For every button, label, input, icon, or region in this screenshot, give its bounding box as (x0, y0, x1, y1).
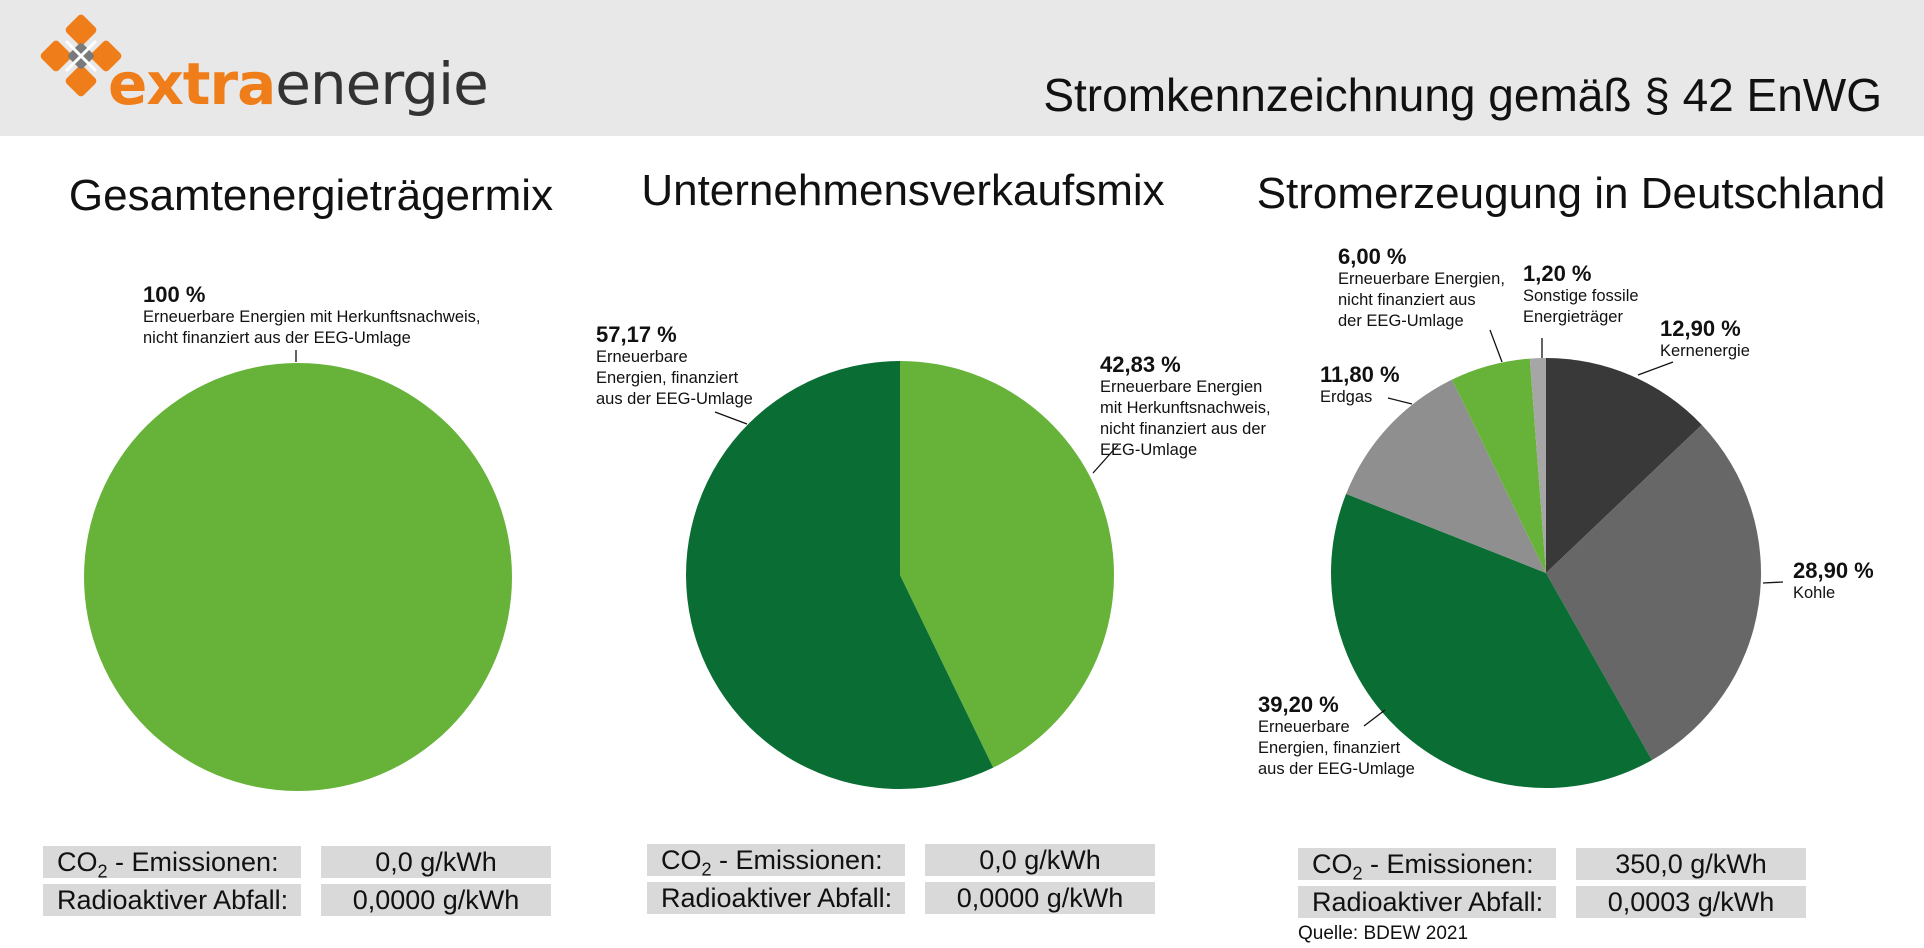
co2-label-text: CO (1312, 849, 1353, 879)
slice-value-label: 12,90 % (1660, 316, 1741, 341)
slice-category-label: Energien, finanziert (1258, 739, 1401, 757)
logo-diamonds (40, 14, 122, 97)
slice-category-label: nicht finanziert aus der EEG-Umlage (143, 329, 411, 347)
chart-title: Gesamtenergieträgermix (69, 171, 553, 220)
co2-row: CO2 - Emissionen: 0,0 g/kWh (43, 846, 551, 882)
slice-value-label: 28,90 % (1793, 558, 1874, 583)
slice-category-label: Kohle (1793, 584, 1835, 602)
co2-value: 0,0 g/kWh (925, 844, 1155, 876)
slice-value-label: 57,17 % (596, 322, 677, 347)
pie-chart-2: Stromerzeugung in Deutschland 12,90 %Kern… (1257, 169, 1886, 788)
waste-row: Radioaktiver Abfall: 0,0003 g/kWh (1298, 886, 1806, 918)
slice-category-label: Sonstige fossile (1523, 287, 1639, 305)
slice-category-label: nicht finanziert aus der (1100, 420, 1267, 438)
co2-label-suffix: - Emissionen: (107, 847, 279, 877)
co2-label: CO2 - Emissionen: (647, 844, 905, 880)
leader-line (1092, 444, 1119, 474)
slice-category-label: Erneuerbare (596, 348, 688, 366)
slice-value-label: 100 % (143, 282, 205, 307)
co2-row: CO2 - Emissionen: 350,0 g/kWh (1298, 848, 1806, 884)
pie-slice (900, 361, 1114, 768)
slice-category-label: mit Herkunftsnachweis, (1100, 399, 1271, 417)
pie-slice (1346, 379, 1546, 573)
slice-category-label: Erneuerbare (1258, 718, 1350, 736)
pie-slice (84, 363, 512, 791)
waste-value: 0,0000 g/kWh (925, 882, 1155, 914)
slice-category-label: nicht finanziert aus (1338, 291, 1476, 309)
slice-category-label: Kernenergie (1660, 342, 1750, 360)
slice-value-label: 39,20 % (1258, 692, 1339, 717)
leader-line (714, 411, 748, 425)
chart-title: Stromerzeugung in Deutschland (1257, 169, 1886, 218)
co2-label-text: CO (57, 847, 98, 877)
slice-category-label: der EEG-Umlage (1338, 312, 1464, 330)
co2-subscript: 2 (97, 861, 108, 882)
leader-line (1637, 361, 1674, 376)
co2-subscript: 2 (701, 859, 712, 880)
co2-value: 0,0 g/kWh (321, 846, 551, 878)
pie-chart-0: Gesamtenergieträgermix 100 %Erneuerbare E… (69, 171, 553, 791)
co2-label: CO2 - Emissionen: (43, 846, 301, 882)
waste-label: Radioaktiver Abfall: (647, 882, 905, 914)
pie-slice (685, 361, 994, 790)
pie-slice (1452, 358, 1546, 573)
leader-line (1387, 397, 1413, 405)
leader-line (1363, 709, 1386, 727)
co2-label-suffix: - Emissionen: (711, 845, 883, 875)
pie-slice (1330, 493, 1652, 788)
waste-row: Radioaktiver Abfall: 0,0000 g/kWh (647, 882, 1155, 914)
slice-category-label: Energien, finanziert (596, 369, 739, 387)
waste-label: Radioaktiver Abfall: (1298, 886, 1556, 918)
pie-slice (1529, 358, 1546, 573)
waste-value: 0,0000 g/kWh (321, 884, 551, 916)
slice-category-label: Erdgas (1320, 388, 1372, 406)
waste-row: Radioaktiver Abfall: 0,0000 g/kWh (43, 884, 551, 916)
slice-category-label: EEG-Umlage (1100, 441, 1197, 459)
chart-title: Unternehmensverkaufsmix (641, 166, 1164, 215)
document-title: Stromkennzeichnung gemäß § 42 EnWG (1043, 69, 1882, 121)
brand-name: extraenergie (108, 55, 489, 113)
waste-label: Radioaktiver Abfall: (43, 884, 301, 916)
brand-part-extra: extra (108, 50, 276, 118)
leader-line (1762, 581, 1784, 584)
slice-value-label: 6,00 % (1338, 244, 1407, 269)
slice-category-label: Erneuerbare Energien, (1338, 270, 1505, 288)
slice-value-label: 42,83 % (1100, 352, 1181, 377)
slice-value-label: 1,20 % (1523, 261, 1592, 286)
co2-row: CO2 - Emissionen: 0,0 g/kWh (647, 844, 1155, 880)
slice-category-label: Energieträger (1523, 308, 1623, 326)
slice-category-label: aus der EEG-Umlage (1258, 760, 1415, 778)
pie-slice (1546, 424, 1761, 761)
header-bar: extraenergie Stromkennzeichnung gemäß § … (0, 0, 1924, 136)
slice-value-label: 11,80 % (1320, 362, 1400, 387)
leader-line (1489, 329, 1503, 363)
co2-value: 350,0 g/kWh (1576, 848, 1806, 880)
co2-label: CO2 - Emissionen: (1298, 848, 1556, 884)
company-logo-icon (40, 14, 122, 97)
brand-part-energie: energie (275, 50, 489, 118)
co2-subscript: 2 (1352, 863, 1363, 884)
co2-label-text: CO (661, 845, 702, 875)
slice-category-label: aus der EEG-Umlage (596, 390, 753, 408)
slice-category-label: Erneuerbare Energien (1100, 378, 1262, 396)
co2-label-suffix: - Emissionen: (1362, 849, 1534, 879)
pie-slice (1546, 358, 1702, 573)
waste-value: 0,0003 g/kWh (1576, 886, 1806, 918)
slice-category-label: Erneuerbare Energien mit Herkunftsnachwe… (143, 308, 481, 326)
source-note: Quelle: BDEW 2021 (1298, 923, 1469, 944)
